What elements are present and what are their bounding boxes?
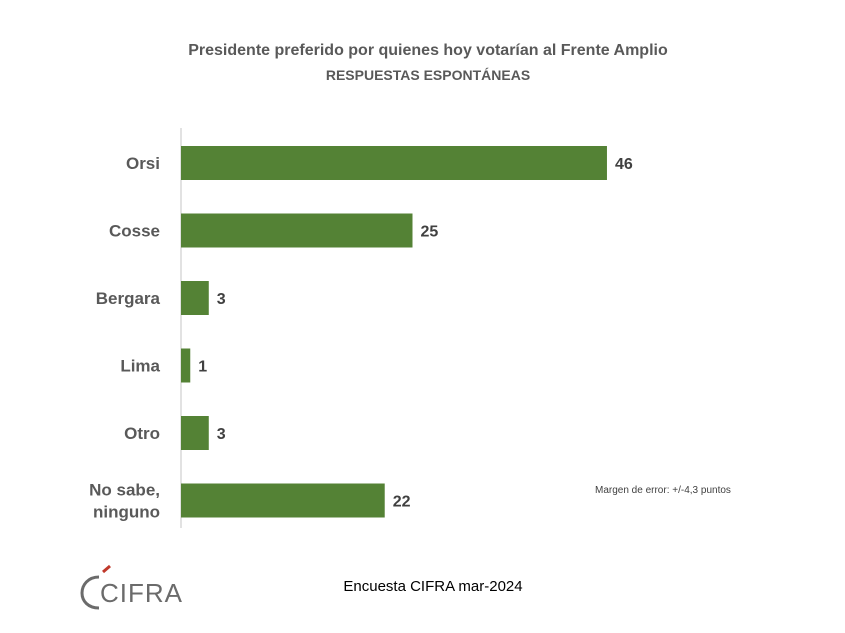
bars-group bbox=[181, 146, 607, 518]
category-label-4: Otro bbox=[124, 424, 160, 443]
category-label-0: Orsi bbox=[126, 154, 160, 173]
bar-3 bbox=[181, 348, 191, 383]
chart-subtitle: RESPUESTAS ESPONTÁNEAS bbox=[326, 67, 530, 83]
source-caption: Encuesta CIFRA mar-2024 bbox=[343, 578, 522, 595]
category-labels-group: Orsi Cosse Bergara Lima Otro No sabe, ninguno bbox=[89, 154, 160, 522]
category-label-3: Lima bbox=[120, 357, 160, 376]
bar-2 bbox=[181, 281, 209, 315]
category-label-2: Bergara bbox=[96, 289, 161, 308]
bar-1 bbox=[181, 213, 413, 248]
value-label-4: 3 bbox=[217, 426, 226, 443]
category-label-5: No sabe, ninguno bbox=[89, 481, 160, 522]
margin-of-error-note: Margen de error: +/-4,3 puntos bbox=[595, 485, 731, 496]
category-label-1: Cosse bbox=[109, 222, 160, 241]
value-label-1: 25 bbox=[421, 224, 439, 241]
cifra-logo-text: CIFRA bbox=[100, 578, 183, 608]
value-labels-group: 46 25 3 1 3 22 bbox=[198, 156, 633, 511]
bar-5 bbox=[181, 483, 385, 518]
value-label-3: 1 bbox=[198, 359, 207, 376]
value-label-5: 22 bbox=[393, 494, 411, 511]
value-label-2: 3 bbox=[217, 291, 226, 308]
cifra-logo-accent-icon bbox=[102, 564, 111, 574]
value-label-0: 46 bbox=[615, 156, 633, 173]
cifra-logo-arc-icon bbox=[80, 575, 100, 610]
bar-4 bbox=[181, 416, 209, 450]
cifra-logo: CIFRA bbox=[80, 564, 183, 610]
bar-0 bbox=[181, 146, 607, 180]
chart-title: Presidente preferido por quienes hoy vot… bbox=[188, 42, 668, 59]
